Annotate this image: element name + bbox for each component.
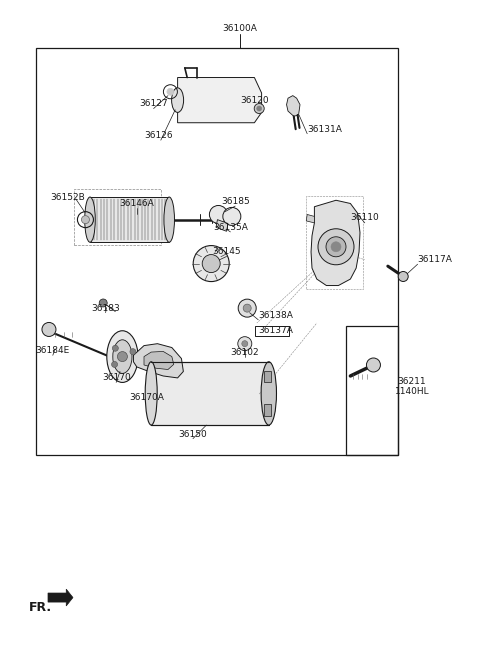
Text: 36183: 36183 [91,304,120,313]
Polygon shape [287,96,300,116]
Polygon shape [48,589,73,606]
Text: 36102: 36102 [230,348,259,357]
Circle shape [318,229,354,265]
Circle shape [82,216,89,224]
Polygon shape [311,200,360,286]
Ellipse shape [172,88,184,112]
Text: 36120: 36120 [240,96,269,105]
Circle shape [111,361,118,368]
Circle shape [223,207,241,225]
Bar [306,196,363,289]
Circle shape [112,345,119,351]
Circle shape [257,106,262,111]
Text: 36100A: 36100A [223,24,257,33]
Bar [90,197,169,242]
Bar [264,371,271,382]
Text: 36150: 36150 [179,430,207,439]
Text: 36127: 36127 [139,99,168,108]
Bar [36,48,398,455]
Bar [255,326,289,336]
Text: 36170: 36170 [102,373,131,382]
Text: 36184E: 36184E [36,346,70,355]
Text: 36126: 36126 [144,131,173,140]
Text: 36117A: 36117A [418,255,453,264]
Ellipse shape [113,340,132,373]
Polygon shape [144,351,174,370]
Text: 36145: 36145 [212,247,241,256]
Circle shape [99,299,107,307]
Circle shape [331,242,341,252]
Text: 36135A: 36135A [213,223,248,232]
Ellipse shape [164,197,175,242]
Circle shape [209,205,228,224]
Bar [346,326,398,455]
Polygon shape [133,344,183,378]
Polygon shape [306,214,314,223]
Circle shape [326,237,346,256]
Bar [264,404,271,416]
Ellipse shape [261,362,276,425]
Text: 36137A: 36137A [258,326,293,335]
Text: 36211
1140HL: 36211 1140HL [395,377,429,396]
Text: 36110: 36110 [350,213,379,222]
Text: 36146A: 36146A [120,199,154,208]
Ellipse shape [145,362,157,425]
Circle shape [202,255,220,273]
Circle shape [398,271,408,282]
Circle shape [238,337,252,351]
Ellipse shape [84,197,95,242]
Circle shape [238,299,256,317]
Text: 36185: 36185 [221,197,250,206]
Circle shape [167,89,174,95]
Ellipse shape [107,331,138,382]
Circle shape [130,349,136,355]
Bar [151,362,269,425]
Circle shape [243,304,251,312]
Text: FR.: FR. [29,601,52,614]
Bar [74,189,161,245]
Circle shape [366,358,381,372]
Polygon shape [216,220,228,231]
Circle shape [254,103,264,114]
Text: 36138A: 36138A [258,311,293,320]
Polygon shape [178,78,262,123]
Text: 36170A: 36170A [130,393,164,402]
Text: 36131A: 36131A [307,125,342,134]
Circle shape [118,351,127,362]
Text: 36152B: 36152B [50,193,84,202]
Circle shape [193,245,229,282]
Circle shape [42,322,56,337]
Circle shape [242,340,248,347]
